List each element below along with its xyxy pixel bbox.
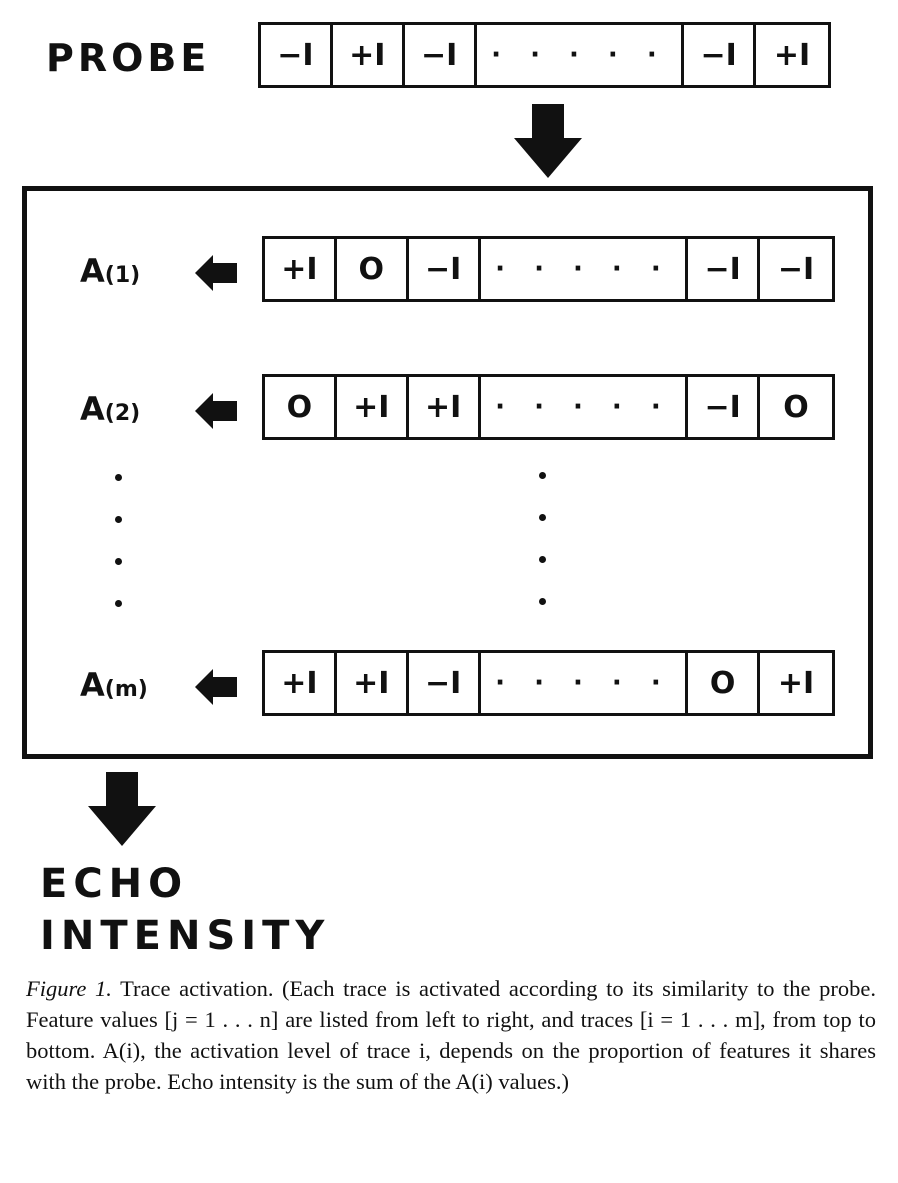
trace-feature: O [783, 389, 809, 425]
activation-symbol: A [80, 252, 105, 290]
figure-caption: Figure 1. Trace activation. (Each trace … [26, 973, 876, 1097]
echo-line-2: INTENSITY [40, 913, 331, 959]
probe-feature-2: +I [333, 25, 405, 85]
left-arrow-icon [195, 669, 237, 705]
trace-feature-ellipsis: · · · · · [481, 653, 689, 713]
activation-index: (m) [104, 677, 148, 702]
probe-feature-n: +I [773, 37, 811, 73]
probe-feature-1: −I [261, 25, 333, 85]
probe-feature-ellipsis: · · · · · [477, 25, 685, 85]
trace-feature: O [265, 377, 337, 437]
trace-feature: −I [688, 239, 761, 299]
vertical-ellipsis-dot [115, 516, 122, 523]
trace-feature: −I [409, 239, 481, 299]
trace-vector-1: +I O −I · · · · · −I −I [262, 236, 835, 302]
memory-traces-box [22, 186, 873, 759]
trace-feature: +I [337, 377, 409, 437]
activation-index: (2) [104, 401, 141, 426]
left-arrow-icon [195, 393, 237, 429]
left-arrow-icon [195, 255, 237, 291]
probe-label: PROBE [46, 36, 211, 80]
vertical-ellipsis-dot [115, 558, 122, 565]
vertical-ellipsis-dot [115, 474, 122, 481]
vertical-ellipsis-dot [539, 556, 546, 563]
trace-feature: +I [265, 239, 337, 299]
figure-label: Figure 1. [26, 976, 112, 1001]
trace-vector-m: +I +I −I · · · · · O +I [262, 650, 835, 716]
activation-label-2: A(2) [80, 390, 140, 428]
trace-feature: O [688, 653, 761, 713]
caption-text: Trace activation. (Each trace is activat… [26, 976, 877, 1094]
echo-line-1: ECHO [40, 861, 189, 907]
vertical-ellipsis-dot [539, 472, 546, 479]
trace-feature: +I [337, 653, 409, 713]
trace-feature-ellipsis: · · · · · [481, 239, 689, 299]
trace-feature-ellipsis: · · · · · [481, 377, 689, 437]
trace-feature: O [337, 239, 409, 299]
probe-feature-n-1: −I [684, 25, 757, 85]
activation-label-m: A(m) [80, 666, 148, 704]
activation-label-1: A(1) [80, 252, 140, 290]
trace-feature: +I [409, 377, 481, 437]
down-arrow-icon [514, 104, 582, 178]
trace-feature: −I [688, 377, 761, 437]
activation-index: (1) [104, 263, 141, 288]
vertical-ellipsis-dot [539, 514, 546, 521]
trace-feature: −I [409, 653, 481, 713]
vertical-ellipsis-dot [539, 598, 546, 605]
activation-symbol: A [80, 390, 105, 428]
trace-feature: +I [265, 653, 337, 713]
trace-feature: −I [777, 251, 815, 287]
trace-feature: +I [777, 665, 815, 701]
down-arrow-icon [88, 772, 156, 846]
probe-vector: −I +I −I · · · · · −I +I [258, 22, 831, 88]
echo-intensity-label: ECHO INTENSITY [40, 858, 330, 962]
vertical-ellipsis-dot [115, 600, 122, 607]
activation-symbol: A [80, 666, 105, 704]
probe-feature-3: −I [405, 25, 477, 85]
trace-vector-2: O +I +I · · · · · −I O [262, 374, 835, 440]
